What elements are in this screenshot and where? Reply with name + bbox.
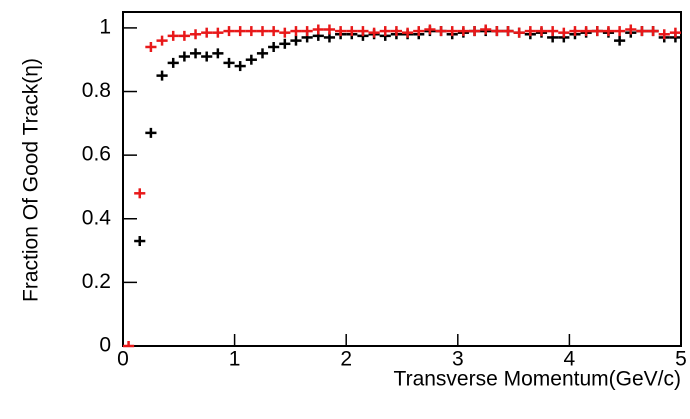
data-point [167, 30, 179, 41]
data-point [647, 26, 659, 37]
data-point [145, 41, 157, 52]
data-point [245, 26, 257, 37]
plot-frame [122, 11, 682, 347]
data-point [502, 26, 514, 37]
data-point [591, 26, 603, 37]
data-point [658, 29, 670, 40]
y-tick-label: 0.2 [82, 270, 111, 293]
data-point [413, 26, 425, 37]
data-point [178, 30, 190, 41]
data-point [379, 26, 391, 37]
data-point [256, 48, 269, 59]
y-tick-label: 0 [99, 334, 111, 357]
data-point [223, 57, 235, 68]
data-point [580, 26, 592, 37]
data-point [569, 26, 581, 37]
data-point [134, 188, 146, 199]
data-point [390, 26, 402, 37]
data-point [201, 51, 213, 62]
data-point [468, 26, 481, 37]
data-point [535, 26, 548, 37]
data-point [614, 26, 626, 37]
y-tick-label: 0.8 [82, 79, 111, 102]
data-point [290, 35, 302, 46]
data-point [268, 26, 280, 37]
data-point [368, 27, 380, 38]
data-point [234, 26, 246, 37]
y-tick-label: 0.6 [82, 143, 111, 166]
data-point [323, 24, 336, 35]
data-point [547, 26, 559, 37]
data-point [491, 26, 503, 37]
y-tick-label: 1 [99, 15, 111, 38]
data-point [290, 26, 302, 37]
data-point [167, 57, 179, 68]
data-point [558, 27, 570, 38]
data-point [424, 24, 436, 35]
data-point [234, 61, 246, 72]
x-tick-label: 3 [452, 348, 464, 371]
data-point [636, 26, 648, 37]
data-point [335, 26, 347, 37]
data-point [357, 26, 369, 37]
data-point [279, 38, 291, 49]
data-point [189, 29, 202, 40]
data-point [268, 41, 280, 52]
data-point [223, 26, 235, 37]
data-point [189, 48, 202, 59]
x-tick-label: 1 [229, 348, 241, 371]
data-point [625, 24, 637, 35]
data-point [614, 35, 626, 46]
data-point [346, 26, 358, 37]
data-point [212, 48, 224, 59]
data-point [123, 341, 135, 348]
data-point [513, 27, 525, 38]
x-tick-label: 4 [564, 348, 576, 371]
y-tick-label: 0.4 [82, 206, 112, 229]
data-point [156, 35, 168, 46]
data-point [134, 236, 146, 247]
data-point [201, 27, 213, 38]
y-axis-title: Fraction Of Good Track(η) [20, 58, 43, 302]
data-point [402, 27, 414, 38]
data-point [446, 26, 458, 37]
data-point [669, 27, 681, 38]
data-point [602, 26, 615, 37]
data-point [145, 127, 157, 138]
data-point [480, 24, 492, 35]
data-point [312, 24, 324, 35]
data-point [301, 26, 313, 37]
x-tick-label: 2 [340, 348, 352, 371]
data-point [178, 51, 190, 62]
data-point [245, 54, 257, 65]
data-point [212, 27, 224, 38]
data-point [156, 70, 168, 81]
data-point [279, 27, 291, 38]
x-tick-label: 0 [117, 348, 129, 371]
data-point [256, 26, 269, 37]
x-tick-label: 5 [675, 348, 687, 371]
data-point [524, 26, 536, 37]
x-axis-title: Transverse Momentum(GeV/c) [394, 368, 681, 391]
data-point [457, 26, 469, 37]
data-point [435, 26, 447, 37]
